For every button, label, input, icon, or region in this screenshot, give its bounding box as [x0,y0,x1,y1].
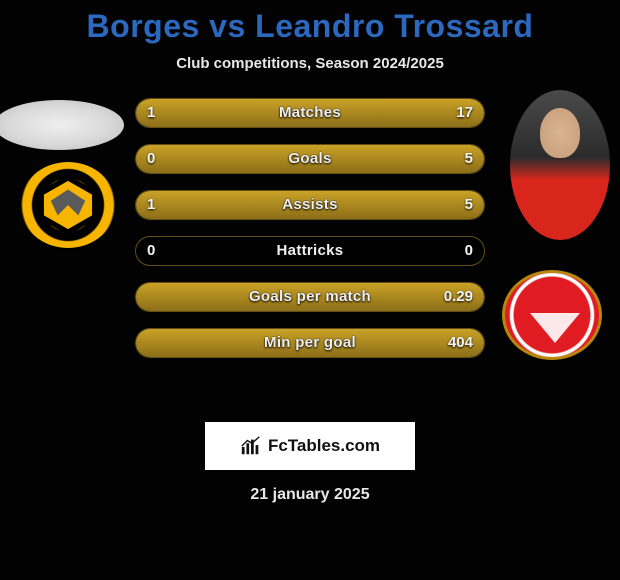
bar-value-right: 5 [453,144,485,174]
bar-label: Assists [135,190,485,220]
player-photo-right [510,90,610,240]
bar-label: Hattricks [135,236,485,266]
bar-label: Goals [135,144,485,174]
subtitle: Club competitions, Season 2024/2025 [0,55,620,72]
club-badge-left [18,160,118,250]
bar-value-left: 1 [135,190,167,220]
comparison-stage: Matches117Goals05Assists15Hattricks00Goa… [0,90,620,410]
stat-row-min-per-goal: Min per goal404 [135,328,485,358]
bar-value-left [135,328,159,358]
stat-row-goals-per-match: Goals per match0.29 [135,282,485,312]
branding-text: FcTables.com [268,436,380,456]
bar-value-right: 17 [444,98,485,128]
stat-row-hattricks: Hattricks0 0 [135,236,485,266]
chart-icon [240,435,262,457]
bar-label: Min per goal [135,328,485,358]
bar-value-left: 0 [135,236,167,266]
bar-value-left [135,282,159,312]
page-title: Borges vs Leandro Trossard [0,0,620,45]
bar-value-left: 0 [135,144,167,174]
branding-badge: FcTables.com [205,422,415,470]
stat-row-matches: Matches1 17 [135,98,485,128]
date-label: 21 january 2025 [0,486,620,504]
bar-value-right: 0 [453,236,485,266]
stat-row-goals: Goals0 5 [135,144,485,174]
player-photo-left [0,100,124,150]
stat-row-assists: Assists1 5 [135,190,485,220]
bar-value-right: 5 [453,190,485,220]
stat-bars: Matches117Goals05Assists15Hattricks00Goa… [135,98,485,374]
bar-value-right: 404 [436,328,485,358]
bar-value-right: 0.29 [432,282,485,312]
bar-value-left: 1 [135,98,167,128]
club-badge-right [502,270,602,360]
bar-label: Matches [135,98,485,128]
